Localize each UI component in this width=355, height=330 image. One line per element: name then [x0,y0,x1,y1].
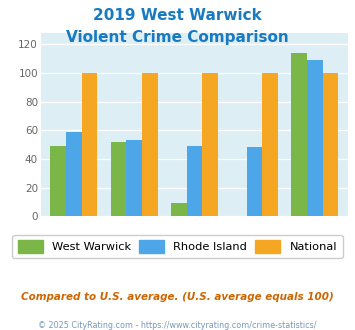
Bar [126,140,142,216]
Text: © 2025 CityRating.com - https://www.cityrating.com/crime-statistics/: © 2025 CityRating.com - https://www.city… [38,321,317,330]
Text: Murder & Mans...: Murder & Mans... [214,238,295,248]
Text: Violent Crime Comparison: Violent Crime Comparison [66,30,289,45]
Bar [323,73,338,216]
Bar [171,203,186,216]
Legend: West Warwick, Rhode Island, National: West Warwick, Rhode Island, National [12,235,343,258]
Bar [111,142,126,216]
Bar [50,146,66,216]
Bar [262,73,278,216]
Bar [66,132,82,216]
Bar [247,148,262,216]
Text: Compared to U.S. average. (U.S. average equals 100): Compared to U.S. average. (U.S. average … [21,292,334,302]
Text: All Violent Crime: All Violent Crime [34,238,114,248]
Bar [186,146,202,216]
Bar [202,73,218,216]
Bar [291,53,307,216]
Bar [82,73,97,216]
Text: Aggravated Assault: Aggravated Assault [88,238,181,248]
Bar [142,73,158,216]
Text: Rape: Rape [303,238,327,248]
Bar [307,60,323,216]
Text: 2019 West Warwick: 2019 West Warwick [93,8,262,23]
Text: Robbery: Robbery [175,238,214,248]
